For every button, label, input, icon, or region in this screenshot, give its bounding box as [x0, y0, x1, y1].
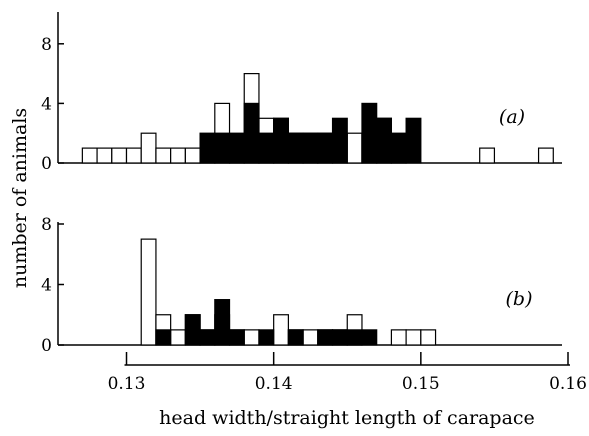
- filled-bar-b: [287, 329, 304, 346]
- panel-label-a: (a): [499, 106, 525, 128]
- filled-bar-a: [390, 132, 407, 164]
- x-tick-label: 0.14: [255, 374, 293, 394]
- x-tick-label: 0.16: [549, 374, 587, 394]
- filled-bar-a: [287, 132, 304, 164]
- panel-b: 0 4 8 (b): [41, 215, 562, 356]
- filled-bar-a: [361, 102, 378, 164]
- y-tick-label-b: 0: [41, 336, 52, 356]
- panel-a: 0 4 8 (a): [41, 12, 562, 174]
- y-tick-label-a: 4: [41, 94, 52, 114]
- filled-bar-a: [273, 117, 289, 164]
- y-tick-label-b: 4: [41, 276, 52, 296]
- open-bar-b: [140, 238, 157, 346]
- open-bar-a: [184, 147, 201, 164]
- open-bar-b: [390, 329, 407, 346]
- y-tick-label-b: 8: [41, 215, 52, 235]
- open-bar-a: [81, 147, 98, 164]
- filled-bar-b: [331, 329, 348, 346]
- y-tick-label-a: 8: [41, 35, 52, 55]
- open-bar-a: [346, 132, 363, 164]
- open-bar-a: [479, 147, 496, 164]
- filled-bar-a: [258, 132, 275, 164]
- x-axis-title: head width/straight length of carapace: [159, 407, 535, 429]
- open-bar-b: [243, 329, 260, 346]
- open-bar-b: [170, 329, 186, 346]
- filled-bar-b: [184, 314, 201, 346]
- filled-bar-b: [199, 329, 216, 346]
- filled-bar-a: [243, 102, 260, 164]
- filled-bar-b: [155, 329, 172, 346]
- panel-label-b: (b): [506, 288, 533, 310]
- filled-bar-a: [214, 132, 231, 164]
- open-bar-b: [420, 329, 437, 346]
- open-bar-a: [155, 147, 172, 164]
- open-bar-a: [111, 147, 128, 164]
- filled-bar-a: [302, 132, 319, 164]
- filled-bar-b: [346, 329, 363, 346]
- y-tick-label-a: 0: [41, 154, 52, 174]
- filled-bar-a: [317, 132, 334, 164]
- filled-bar-a: [199, 132, 216, 164]
- x-tick-label: 0.13: [108, 374, 146, 394]
- filled-bar-b: [258, 329, 275, 346]
- x-tick-label: 0.15: [402, 374, 440, 394]
- open-bar-b: [405, 329, 422, 346]
- x-axis: 0.13 0.14 0.15 0.16: [108, 352, 587, 394]
- filled-bar-a: [376, 117, 393, 164]
- filled-bar-a: [331, 117, 348, 164]
- filled-bar-b: [214, 299, 231, 346]
- open-bar-b: [273, 314, 289, 346]
- filled-bar-b: [361, 329, 378, 346]
- open-bar-b: [302, 329, 319, 346]
- filled-bar-b: [228, 329, 245, 346]
- open-bar-a: [170, 147, 186, 164]
- open-bar-a: [140, 132, 157, 164]
- open-bar-a: [537, 147, 554, 164]
- open-bar-a: [125, 147, 142, 164]
- filled-bar-b: [317, 329, 334, 346]
- filled-bar-a: [405, 117, 422, 164]
- filled-bar-a: [228, 132, 245, 164]
- open-bar-a: [96, 147, 113, 164]
- y-axis-title: number of animals: [9, 108, 31, 288]
